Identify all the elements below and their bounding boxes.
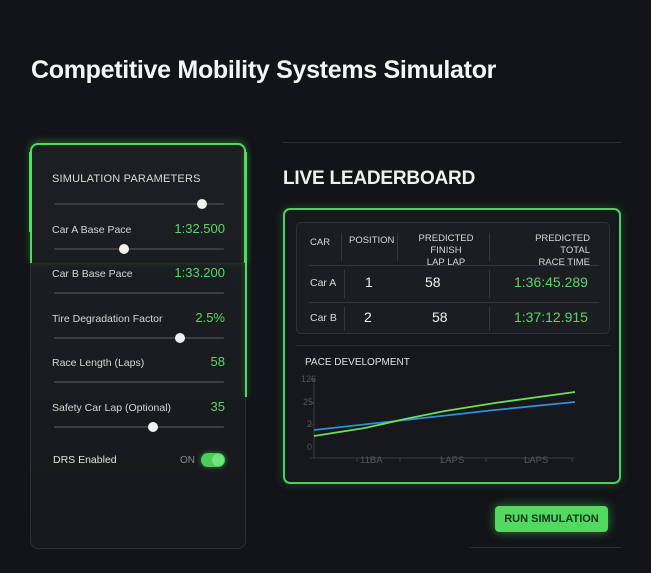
cell-car: Car B [310,312,337,324]
header-line: LAP LAP [426,257,466,268]
panel-heading: SIMULATION PARAMETERS [52,173,201,185]
cell-finish-lap: 58 [425,274,441,290]
divider [283,142,621,143]
leaderboard-title: LIVE LEADERBOARD [283,168,476,189]
column-header-car: CAR [310,237,331,248]
param-value: 35 [210,399,225,414]
toggle-dot [212,454,224,466]
x-tick-label: LAPS [524,455,549,466]
run-simulation-button[interactable]: RUN SIMULATION [495,506,608,532]
app-title: Competitive Mobility Systems Simulator [31,56,497,84]
param-value: 1:33.200 [174,265,225,280]
param-label: Car A Base Pace [52,224,132,236]
simulation-parameters-panel: SIMULATION PARAMETERS Car A Base Pace 1:… [29,143,247,549]
cell-total-time: 1:37:12.915 [514,309,588,325]
pace-development-chart [310,378,576,462]
y-tick-label: 0 [307,442,313,452]
slider-car-a-pace[interactable] [54,199,224,209]
param-label: Tire Degradation Factor [52,313,163,325]
param-tire-degradation: Tire Degradation Factor 2.5% [52,310,225,325]
drs-toggle[interactable] [201,453,225,467]
cell-finish-lap: 58 [432,309,448,325]
slider-knob[interactable] [174,333,185,343]
column-divider [344,307,345,331]
y-tick-label: 126 [301,374,317,384]
panel-scrollbar[interactable] [245,152,247,397]
slider-race-length[interactable] [54,333,224,343]
column-header-finish-lap: PREDICTED FINISH LAP LAP [403,233,489,269]
row-divider [309,265,599,266]
column-header-total-time: PREDICTED TOTAL RACE TIME [503,233,590,269]
slider-tire-degradation[interactable] [54,292,224,294]
cell-car: Car A [310,277,337,289]
param-value: 1:32.500 [174,221,225,236]
drs-label: DRS Enabled [53,454,117,466]
chart-title: PACE DEVELOPMENT [305,357,410,368]
slider-safety-car-lap[interactable] [54,422,224,432]
drs-state: ON [180,454,195,466]
param-value: 58 [210,354,225,369]
row-divider [309,302,599,303]
y-tick-label: 25 [303,397,314,407]
cell-total-time: 1:36:45.289 [514,274,588,290]
param-race-length: Race Length (Laps) 58 [52,354,225,369]
drs-setting: DRS Enabled ON [53,453,225,467]
slider-knob[interactable] [196,199,207,209]
leaderboard-table: CAR POSITION PREDICTED FINISH LAP LAP PR… [296,222,610,334]
cell-position: 2 [364,309,372,325]
slider-car-b-pace[interactable] [54,244,224,254]
x-tick-label: 11BA [360,455,383,466]
column-divider [397,233,398,261]
header-line: PREDICTED TOTAL [535,233,590,256]
panel-glow-edge [29,152,31,232]
slider-knob[interactable] [147,422,158,432]
slider-knob[interactable] [118,244,129,254]
param-label: Race Length (Laps) [52,357,145,369]
column-divider [489,307,490,331]
header-line: RACE TIME [538,257,590,268]
column-header-position: POSITION [349,235,395,246]
y-tick-label: 2 [307,419,313,429]
param-safety-car-lap: Safety Car Lap (Optional) 35 [52,399,225,414]
cell-position: 1 [365,274,373,290]
column-divider [341,233,342,261]
param-value: 2.5% [195,310,225,325]
param-label: Car B Base Pace [52,268,133,280]
param-car-a-pace: Car A Base Pace 1:32.500 [52,221,225,236]
param-car-b-pace: Car B Base Pace 1:33.200 [52,265,225,280]
param-label: Safety Car Lap (Optional) [52,402,172,414]
leaderboard-card: CAR POSITION PREDICTED FINISH LAP LAP PR… [283,208,621,484]
divider [296,345,610,346]
column-divider [489,270,490,298]
divider [470,547,621,548]
column-divider [489,233,490,261]
x-tick-label: LAPS [440,455,465,466]
column-divider [344,270,345,298]
header-line: PREDICTED FINISH [418,233,474,256]
slider-race-length-track[interactable] [54,381,224,383]
